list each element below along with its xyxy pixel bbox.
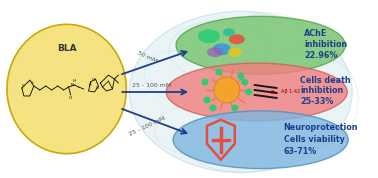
- Text: Cells viability: Cells viability: [284, 135, 344, 144]
- Ellipse shape: [166, 63, 347, 121]
- Text: Cells death: Cells death: [301, 75, 351, 85]
- Text: Neuroprotection: Neuroprotection: [284, 123, 358, 132]
- Text: 50 mM: 50 mM: [136, 50, 158, 64]
- Circle shape: [231, 104, 238, 111]
- Circle shape: [245, 88, 252, 95]
- Text: O: O: [92, 78, 95, 82]
- Text: 63-71%: 63-71%: [284, 147, 317, 156]
- Text: 25 - 100 mM: 25 - 100 mM: [129, 116, 166, 137]
- Text: 22.96%: 22.96%: [304, 51, 338, 60]
- Text: O: O: [69, 96, 72, 100]
- Circle shape: [203, 96, 211, 103]
- Text: 25 - 100 mM: 25 - 100 mM: [132, 83, 171, 88]
- Ellipse shape: [214, 77, 240, 103]
- Ellipse shape: [207, 47, 223, 57]
- Text: O: O: [96, 86, 99, 90]
- Circle shape: [201, 78, 208, 85]
- Text: S: S: [31, 81, 33, 85]
- Ellipse shape: [223, 28, 235, 36]
- Ellipse shape: [198, 29, 220, 43]
- Ellipse shape: [7, 24, 126, 154]
- Text: Aβ 1-42: Aβ 1-42: [280, 90, 300, 95]
- Text: inhibition: inhibition: [304, 40, 348, 49]
- Ellipse shape: [129, 11, 352, 172]
- Ellipse shape: [213, 43, 231, 55]
- Circle shape: [241, 78, 248, 85]
- Circle shape: [237, 73, 244, 80]
- Circle shape: [209, 104, 216, 111]
- Ellipse shape: [176, 16, 345, 74]
- Ellipse shape: [228, 48, 242, 57]
- Text: 25-33%: 25-33%: [301, 97, 334, 106]
- Text: N: N: [71, 83, 74, 87]
- Ellipse shape: [173, 111, 348, 169]
- Text: S: S: [22, 84, 24, 88]
- Circle shape: [215, 69, 222, 76]
- Text: inhibition: inhibition: [301, 87, 344, 95]
- Text: B: B: [88, 83, 91, 87]
- Text: AChE: AChE: [304, 29, 328, 38]
- Text: BLA: BLA: [57, 44, 76, 53]
- Ellipse shape: [229, 34, 245, 44]
- Text: H: H: [72, 79, 75, 83]
